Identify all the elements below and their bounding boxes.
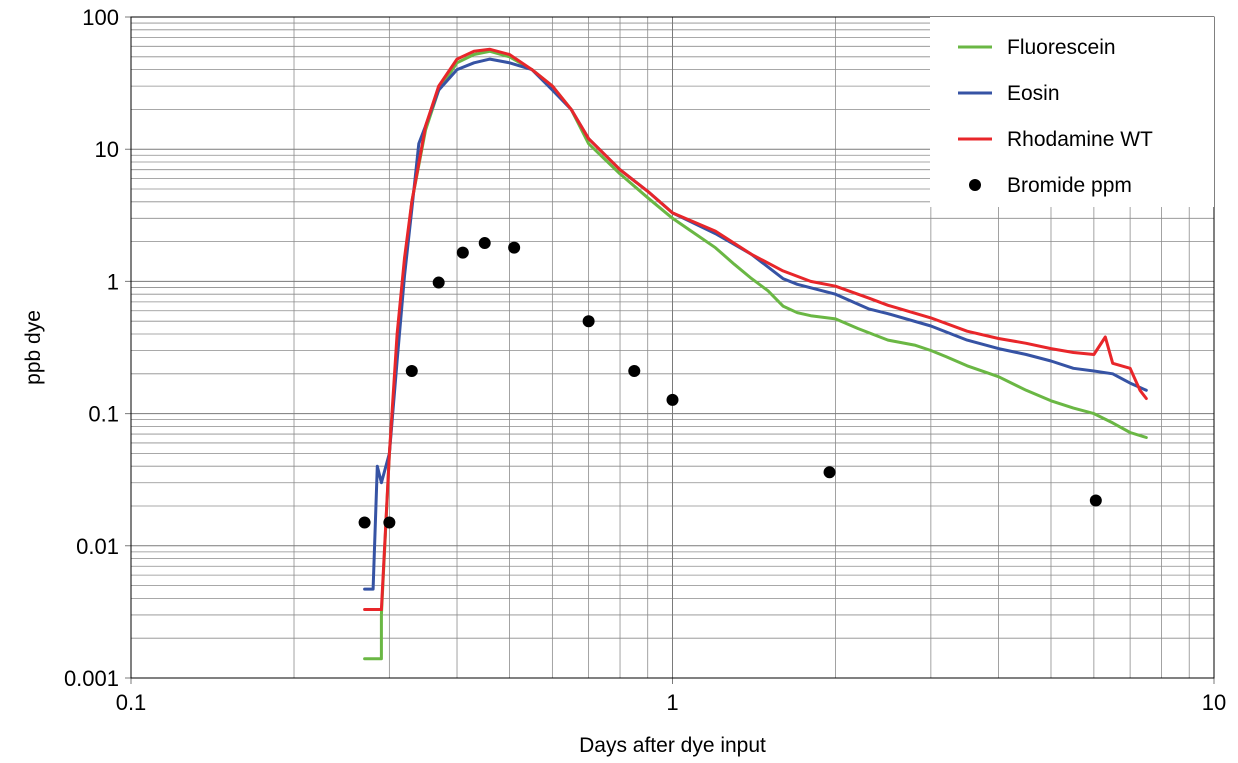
data-point-bromide-ppm bbox=[383, 516, 396, 529]
data-point-bromide-ppm bbox=[666, 393, 679, 406]
plot-frame bbox=[130, 16, 1215, 679]
y-tick-label: 0.001 bbox=[64, 666, 119, 691]
data-point-bromide-ppm bbox=[1089, 494, 1102, 507]
legend-item-rhodamine-wt: Rhodamine WT bbox=[958, 128, 1153, 151]
data-point-bromide-ppm bbox=[508, 241, 521, 254]
y-tick-label: 0.1 bbox=[88, 402, 119, 427]
legend-label-eosin: Eosin bbox=[1007, 82, 1060, 105]
x-tick-label: 10 bbox=[1202, 690, 1226, 715]
series-layer bbox=[363, 47, 1148, 661]
legend-label-fluorescein: Fluorescein bbox=[1007, 36, 1116, 59]
legend-item-bromide-ppm: Bromide ppm bbox=[969, 174, 1132, 197]
legend-item-eosin: Eosin bbox=[958, 82, 1060, 105]
legend: Fluorescein Eosin Rhodamine WT Bromide p… bbox=[930, 17, 1214, 207]
legend-box bbox=[930, 17, 1214, 207]
data-point-bromide-ppm bbox=[358, 516, 371, 529]
legend-label-rhodamine-wt: Rhodamine WT bbox=[1007, 128, 1153, 151]
legend-label-bromide-ppm: Bromide ppm bbox=[1007, 174, 1132, 197]
y-tick-label: 1 bbox=[107, 269, 119, 294]
data-point-bromide-ppm bbox=[823, 466, 836, 479]
y-tick-label: 0.01 bbox=[76, 534, 119, 559]
tick-labels: 0.1 1 10 0.001 0.01 0.1 1 10 100 bbox=[64, 5, 1226, 715]
data-point-bromide-ppm bbox=[478, 237, 491, 250]
y-tick-label: 100 bbox=[82, 5, 119, 30]
legend-item-fluorescein: Fluorescein bbox=[958, 36, 1116, 59]
x-tick-label: 1 bbox=[666, 690, 678, 715]
points-layer bbox=[358, 237, 1102, 529]
data-point-bromide-ppm bbox=[432, 276, 445, 289]
x-tick-label: 0.1 bbox=[116, 690, 147, 715]
y-tick-label: 10 bbox=[95, 137, 119, 162]
x-axis-label: Days after dye input bbox=[579, 734, 766, 757]
series-line-rhodamine-wt bbox=[363, 47, 1148, 611]
data-point-bromide-ppm bbox=[628, 365, 641, 378]
y-axis-label: ppb dye bbox=[22, 310, 45, 385]
data-point-bromide-ppm bbox=[582, 315, 595, 328]
data-point-bromide-ppm bbox=[405, 365, 418, 378]
legend-swatch-bromide-ppm bbox=[969, 179, 981, 191]
data-point-bromide-ppm bbox=[456, 246, 469, 259]
